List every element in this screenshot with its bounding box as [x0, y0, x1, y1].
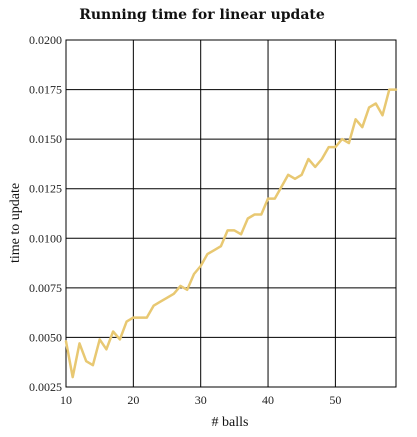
plot-frame [65, 39, 397, 388]
y-tick-label: 0.0100 [29, 231, 62, 245]
y-tick-label: 0.0050 [29, 330, 62, 344]
x-tick-label: 30 [195, 393, 207, 407]
series-line [64, 88, 398, 379]
x-axis-ticks: 10 20 30 40 50 [60, 393, 341, 407]
y-tick-label: 0.0200 [29, 33, 62, 47]
y-tick-label: 0.0175 [29, 83, 62, 97]
x-tick-label: 10 [60, 393, 72, 407]
chart-title: Running time for linear update [79, 7, 325, 23]
y-tick-label: 0.0125 [29, 182, 62, 196]
x-tick-label: 20 [127, 393, 139, 407]
y-tick-label: 0.0075 [29, 281, 62, 295]
y-axis-ticks: 0.0025 0.0050 0.0075 0.0100 0.0125 0.0150 0.01… [29, 33, 62, 394]
x-tick-label: 50 [329, 393, 341, 407]
y-axis-label: time to update [8, 183, 23, 263]
y-tick-label: 0.0150 [29, 132, 62, 146]
x-tick-label: 40 [262, 393, 274, 407]
y-tick-label: 0.0025 [29, 380, 62, 394]
x-axis-label: # balls [212, 415, 249, 430]
